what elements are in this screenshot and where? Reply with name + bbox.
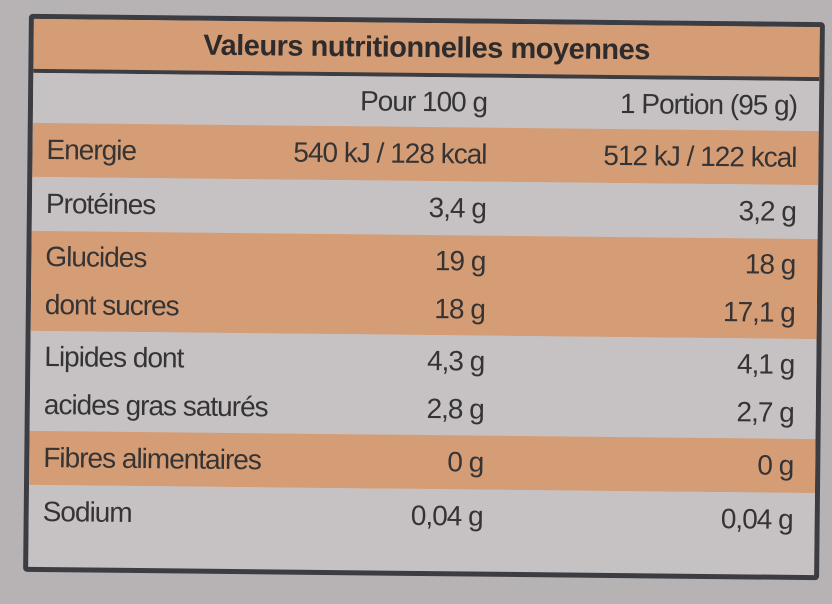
nutrient-value: 2,7 g xyxy=(736,396,794,428)
nutrient-name: dont sucres xyxy=(44,289,179,322)
nutrient-value: 0 g xyxy=(757,449,794,481)
nutrient-value: 512 kJ / 122 kcal xyxy=(603,139,797,173)
nutrient-value: 0 g xyxy=(447,446,484,478)
nutrient-value: 2,8 g xyxy=(426,393,484,425)
header-row: Pour 100 g 1 Portion (95 g) xyxy=(33,73,819,131)
header-band: Pour 100 g 1 Portion (95 g) xyxy=(32,72,820,132)
nutrient-value: 4,1 g xyxy=(736,348,795,380)
table-row: Sodium 0,04 g 0,04 g xyxy=(28,487,814,545)
table-band: Energie 540 kJ / 128 kcal 512 kJ / 122 kca… xyxy=(32,122,819,186)
nutrient-value: 540 kJ / 128 kcal xyxy=(293,136,487,170)
table-band: Protéines 3,4 g 3,2 g xyxy=(31,176,819,240)
table-band: Glucides 19 g 18 g dont sucres 18 g 17,1 g xyxy=(30,230,818,340)
nutrient-value: 0,04 g xyxy=(410,499,483,532)
table-row: Protéines 3,4 g 3,2 g xyxy=(32,179,818,237)
nutrient-name: acides gras saturés xyxy=(43,389,268,423)
table-row: acides gras saturés 2,8 g 2,7 g xyxy=(30,381,816,437)
nutrient-value: 18 g xyxy=(434,293,486,325)
nutrient-name: Lipides dont xyxy=(44,341,184,374)
nutrient-value: 4,3 g xyxy=(426,345,485,377)
nutrient-name: Fibres alimentaires xyxy=(43,442,261,476)
nutrient-value: 3,4 g xyxy=(428,192,487,224)
nutrition-label: Valeurs nutritionnelles moyennes Pour 10… xyxy=(23,13,825,581)
nutrient-name: Energie xyxy=(46,134,137,166)
table-row: Fibres alimentaires 0 g 0 g xyxy=(29,433,815,491)
table-band: Sodium 0,04 g 0,04 g xyxy=(28,484,815,548)
nutrient-name: Protéines xyxy=(45,188,156,221)
table-band: Lipides dont 4,3 g 4,1 g acides gras saturé… xyxy=(29,330,817,440)
nutrient-name: Glucides xyxy=(45,241,147,274)
header-cell: Pour 100 g xyxy=(359,85,488,118)
nutrient-value: 18 g xyxy=(744,248,796,280)
table-row: Energie 540 kJ / 128 kcal 512 kJ / 122 kca… xyxy=(32,125,818,183)
table-row: Lipides dont 4,3 g 4,1 g xyxy=(30,333,816,389)
table-row: Glucides 19 g 18 g xyxy=(31,233,817,289)
nutrient-value: 19 g xyxy=(434,245,486,277)
title: Valeurs nutritionnelles moyennes xyxy=(33,18,820,82)
table-band: Fibres alimentaires 0 g 0 g xyxy=(29,430,816,494)
nutrient-name: Sodium xyxy=(42,496,132,528)
header-cell: 1 Portion (95 g) xyxy=(619,88,798,121)
nutrient-value: 17,1 g xyxy=(722,296,796,328)
nutrient-value: 0,04 g xyxy=(720,503,793,535)
table-row: dont sucres 18 g 17,1 g xyxy=(31,281,817,337)
nutrient-value: 3,2 g xyxy=(738,195,797,227)
table-body: Energie 540 kJ / 128 kcal 512 kJ / 122 kca… xyxy=(28,122,819,548)
header-empty xyxy=(33,98,277,101)
